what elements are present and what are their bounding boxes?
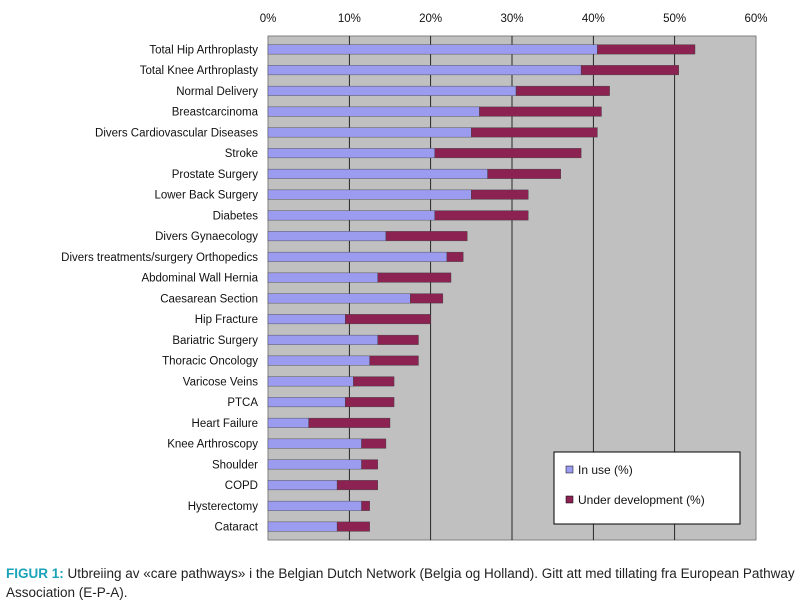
bar-in-use	[267, 148, 435, 159]
bar-under-development	[446, 251, 464, 262]
category-label: Diabetes	[213, 210, 259, 222]
category-label: Divers Cardiovascular Diseases	[95, 127, 258, 139]
x-tick-label: 10%	[338, 13, 361, 25]
x-tick-label: 40%	[582, 13, 605, 25]
bar-in-use	[267, 417, 309, 428]
category-label: Divers Gynaecology	[155, 231, 258, 243]
category-label: COPD	[225, 480, 258, 492]
bar-in-use	[267, 500, 362, 511]
bar-under-development	[410, 293, 444, 304]
legend-label-in-use: In use (%)	[578, 463, 633, 477]
bar-in-use	[267, 521, 338, 532]
bar-in-use	[267, 480, 338, 491]
category-label: PTCA	[227, 397, 258, 409]
category-label: Heart Failure	[192, 418, 258, 430]
bar-in-use	[267, 210, 435, 221]
legend-swatch-under-development	[565, 495, 574, 504]
bar-in-use	[267, 397, 346, 408]
bar-under-development	[345, 314, 431, 325]
bar-in-use	[267, 438, 362, 449]
figure-caption: FIGUR 1: Utbreiing av «care pathways» i …	[6, 564, 798, 602]
bar-in-use	[267, 168, 488, 179]
bar-under-development	[471, 189, 529, 200]
bar-under-development	[353, 376, 395, 387]
bar-under-development	[377, 272, 452, 283]
x-tick-label: 0%	[260, 13, 277, 25]
category-label: Stroke	[225, 148, 258, 160]
category-label: Caesarean Section	[160, 293, 258, 305]
bar-under-development	[336, 521, 370, 532]
bar-under-development	[377, 334, 419, 345]
stacked-bar-chart: 0% 10% 20% 30% 40% 50% 60% Total Hip Arthropla…	[61, 13, 768, 541]
x-tick-label: 50%	[663, 13, 686, 25]
category-label: Breastcarcinoma	[172, 107, 259, 119]
x-tick-label: 60%	[744, 13, 767, 25]
bar-under-development	[369, 355, 419, 366]
bar-under-development	[471, 127, 598, 138]
category-label: Total Hip Arthroplasty	[149, 44, 258, 56]
category-label: Abdominal Wall Hernia	[141, 273, 258, 285]
bar-in-use	[267, 106, 480, 117]
category-label: Prostate Surgery	[172, 169, 259, 181]
category-label: Thoracic Oncology	[162, 356, 258, 368]
bar-in-use	[267, 231, 387, 242]
legend: In use (%) Under development (%)	[553, 451, 741, 525]
bar-in-use	[267, 65, 582, 76]
bar-under-development	[361, 438, 387, 449]
bar-under-development	[515, 85, 610, 96]
bar-under-development	[361, 500, 370, 511]
bar-in-use	[267, 355, 370, 366]
category-label: Bariatric Surgery	[172, 335, 258, 347]
bar-under-development	[487, 168, 562, 179]
category-label: Lower Back Surgery	[154, 190, 258, 202]
bar-under-development	[434, 148, 582, 159]
bar-under-development	[361, 459, 378, 470]
category-label: Normal Delivery	[176, 86, 258, 98]
bar-under-development	[385, 231, 468, 242]
bar-under-development	[597, 44, 696, 55]
bar-in-use	[267, 314, 346, 325]
category-label: Hysterectomy	[188, 501, 259, 513]
bar-under-development	[580, 65, 679, 76]
bar-in-use	[267, 293, 411, 304]
bar-under-development	[308, 417, 391, 428]
bar-in-use	[267, 44, 598, 55]
category-label: Total Knee Arthroplasty	[140, 65, 259, 77]
bar-under-development	[336, 480, 378, 491]
category-label: Shoulder	[212, 459, 258, 471]
category-label: Hip Fracture	[195, 314, 258, 326]
x-tick-label: 30%	[500, 13, 523, 25]
bar-under-development	[479, 106, 602, 117]
legend-label-under-development: Under development (%)	[578, 493, 705, 507]
caption-lead: FIGUR 1:	[6, 566, 64, 581]
bar-in-use	[267, 459, 362, 470]
bars	[267, 44, 696, 532]
legend-swatch-in-use	[565, 465, 574, 474]
bar-in-use	[267, 272, 379, 283]
x-tick-label: 20%	[419, 13, 442, 25]
y-axis-category-labels: Total Hip Arthroplasty Total Knee Arthrop…	[61, 44, 259, 533]
category-label: Knee Arthroscopy	[167, 439, 258, 451]
category-label: Cataract	[215, 522, 259, 534]
bar-in-use	[267, 127, 472, 138]
category-label: Divers treatments/surgery Orthopedics	[61, 252, 258, 264]
bar-in-use	[267, 85, 517, 96]
bar-in-use	[267, 376, 354, 387]
bar-in-use	[267, 189, 472, 200]
bar-in-use	[267, 251, 448, 262]
caption-text: Utbreiing av «care pathways» i the Belgi…	[6, 566, 795, 600]
x-axis-ticks: 0% 10% 20% 30% 40% 50% 60%	[260, 13, 768, 25]
bar-in-use	[267, 334, 379, 345]
bar-under-development	[434, 210, 529, 221]
category-label: Varicose Veins	[183, 376, 258, 388]
legend-box	[553, 451, 741, 525]
bar-under-development	[345, 397, 395, 408]
